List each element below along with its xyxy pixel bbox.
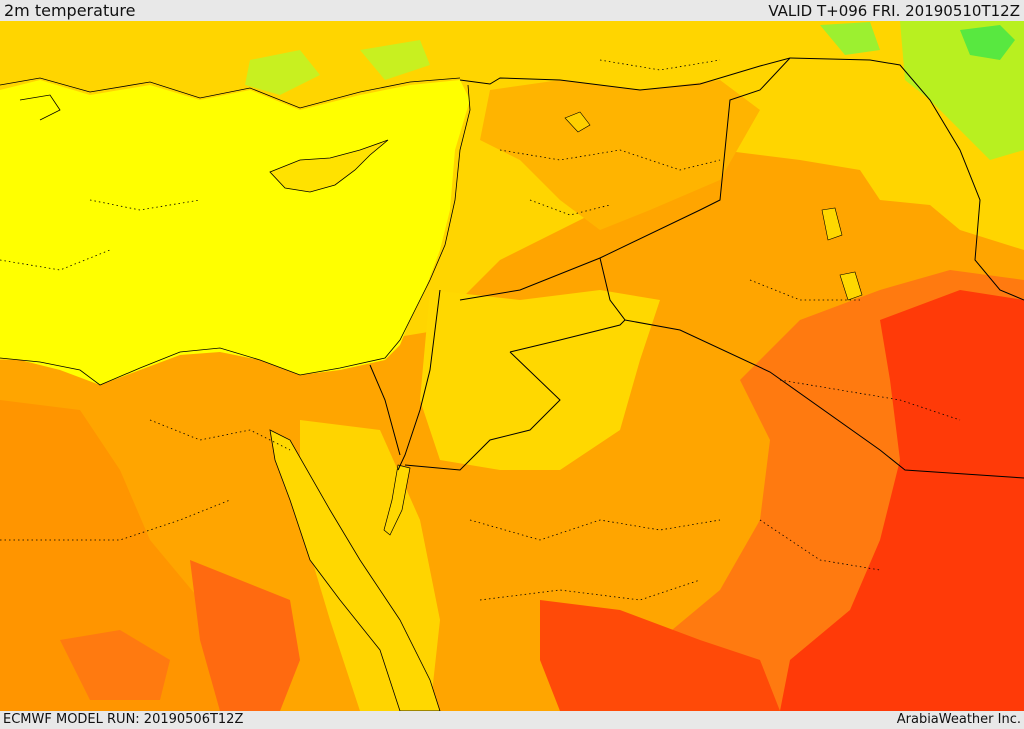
temperature-map[interactable]	[0, 21, 1024, 711]
map-canvas	[0, 21, 1024, 711]
valid-time-label: VALID T+096 FRI. 20190510T12Z	[768, 2, 1020, 20]
north-green-mid	[360, 40, 430, 80]
syria-orange	[480, 80, 760, 230]
egypt-red-patch	[190, 560, 300, 711]
jordan-gold	[420, 290, 660, 470]
admin-boundaries	[0, 59, 961, 601]
footer-bar: ECMWF MODEL RUN: 20190506T12Z ArabiaWeat…	[0, 711, 1024, 729]
north-green-core	[960, 25, 1015, 60]
mediterranean-sea	[0, 80, 470, 385]
egypt-orange-dark	[0, 400, 240, 711]
credit-label: ArabiaWeather Inc.	[896, 712, 1021, 727]
cyprus-island	[269, 139, 389, 193]
gulf-of-aqaba	[383, 464, 411, 536]
coastlines	[0, 77, 471, 386]
north-green-small	[820, 22, 880, 55]
east-red-core	[780, 290, 1024, 711]
lake-assad	[564, 111, 591, 133]
south-red-arm	[540, 600, 780, 711]
egypt-red-small	[60, 630, 170, 700]
map-title: 2m temperature	[4, 1, 136, 20]
red-sea	[269, 429, 441, 711]
header-bar: 2m temperature VALID T+096 FRI. 20190510…	[0, 0, 1024, 21]
north-green-left	[245, 50, 320, 95]
country-borders	[369, 57, 1024, 479]
model-run-label: ECMWF MODEL RUN: 20190506T12Z	[3, 712, 244, 727]
iraq-lake-1	[821, 207, 843, 241]
iraq-lake-2	[839, 271, 863, 301]
